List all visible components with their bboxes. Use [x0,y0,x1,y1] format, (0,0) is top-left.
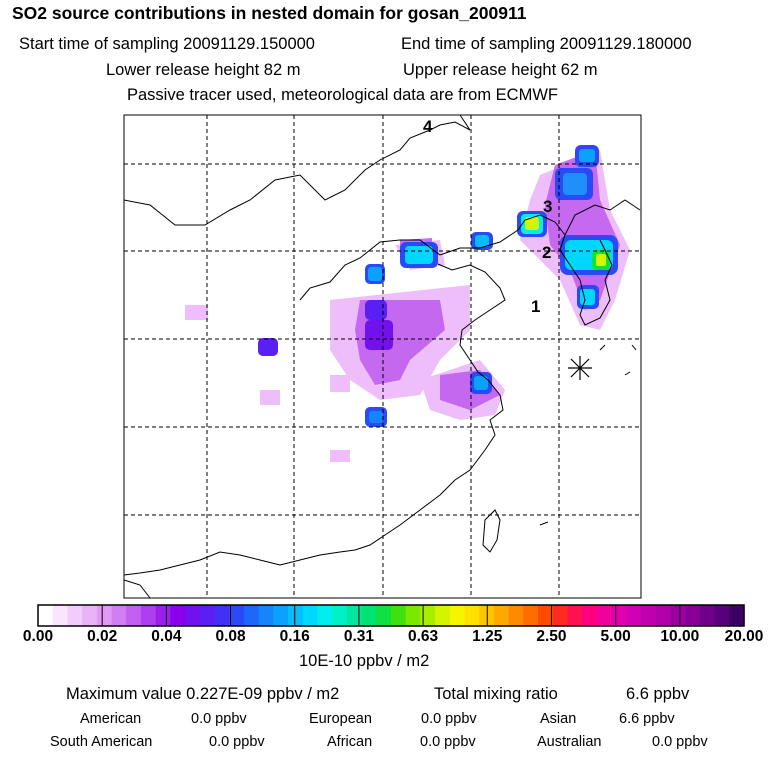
lower-height-label: Lower release height 82 m [106,61,301,79]
colorbar-cell [449,605,466,626]
marker-3: 3 [543,197,552,216]
colorbar-cell [258,605,274,626]
colorbar-cell [435,605,451,626]
colorbar-cell [302,605,319,626]
region-value: 0.0 ppbv [652,734,708,750]
colorbar-cell [185,605,201,626]
colorbar-cell [38,605,54,626]
colorbar-tick-label: 10.00 [660,628,700,645]
colorbar-cell [140,605,157,626]
marker-2: 2 [542,243,551,262]
region-value: 6.6 ppbv [619,711,675,727]
colorbar-cell [567,605,583,626]
region-value: 0.0 ppbv [421,711,477,727]
colorbar-tick-label: 0.08 [215,628,246,645]
region-value: 0.0 ppbv [191,711,247,727]
colorbar-tick-label: 0.63 [407,628,439,645]
start-time-label: Start time of sampling 20091129.150000 [19,35,315,53]
colorbar-cell [214,605,230,626]
colorbar-tick-label: 5.00 [600,628,631,645]
total-mixing-label: Total mixing ratio [434,685,558,703]
map-frame [123,114,642,599]
colorbar-tick-label: 0.04 [151,628,182,645]
region-value: 0.0 ppbv [420,734,476,750]
region-name: Asian [540,711,577,727]
region-name: American [80,711,142,727]
colorbar-cell [626,605,642,626]
colorbar-tick-label: 1.25 [472,628,503,645]
tracer-label: Passive tracer used, meteorological data… [127,86,558,104]
gosan-station-marker [568,356,592,380]
colorbar-cell [229,605,245,626]
colorbar-cell [82,605,98,626]
region-name: European [309,711,372,727]
colorbar-units: 10E-10 ppbv / m2 [299,652,430,670]
colorbar-cell [317,605,333,626]
lat-lon-grid [124,115,641,598]
colorbar-cell [155,605,171,626]
colorbar-cell [641,605,657,626]
coastlines [123,114,641,599]
colorbar-cell [96,605,113,626]
colorbar-tick-label: 0.16 [279,628,310,645]
colorbar-cell [464,605,480,626]
upper-height-label: Upper release height 62 m [403,61,598,79]
colorbar-cell [670,605,686,626]
colorbar-tick-label: 20.00 [724,628,764,645]
maximum-value: Maximum value 0.227E-09 ppbv / m2 [66,685,340,703]
colorbar-cell [714,605,730,626]
concentration-field [185,145,630,462]
colorbar-cell [361,605,377,626]
colorbar-cell [493,605,510,626]
colorbar-cell [111,605,127,626]
colorbar-tick-label: 2.50 [536,628,567,645]
colorbar-cell [552,605,569,626]
colorbar-cell [699,605,716,626]
colorbar-tick-label: 0.31 [343,628,374,645]
region-value: 0.0 ppbv [209,734,265,750]
colorbar-cell [523,605,539,626]
marker-4: 4 [423,117,433,136]
colorbar-cell [243,605,260,626]
colorbar-cell [420,605,436,626]
colorbar [37,604,745,627]
total-mixing-value: 6.6 ppbv [626,685,690,703]
colorbar-cell [170,605,186,626]
colorbar-cell [685,605,701,626]
colorbar-cell [332,605,348,626]
colorbar-tick-label: 0.02 [87,628,118,645]
colorbar-cell [288,605,304,626]
colorbar-cell [582,605,598,626]
colorbar-cell [126,605,142,626]
marker-1: 1 [531,297,540,316]
colorbar-cell [199,605,216,626]
region-name: African [327,734,373,750]
region-name: South American [50,734,153,750]
colorbar-cell [729,605,745,626]
colorbar-cell [596,605,613,626]
colorbar-cell [508,605,524,626]
colorbar-cell [67,605,83,626]
colorbar-frame [37,604,745,627]
map-title: SO2 source contributions in nested domai… [12,3,527,23]
colorbar-cell [273,605,289,626]
colorbar-cell [655,605,672,626]
region-name: Australian [537,734,602,750]
colorbar-cell [391,605,407,626]
end-time-label: End time of sampling 20091129.180000 [401,35,692,53]
colorbar-cell [405,605,422,626]
colorbar-cell [538,605,554,626]
colorbar-cell [376,605,392,626]
colorbar-cell [611,605,627,626]
colorbar-cell [346,605,363,626]
colorbar-tick-label: 0.00 [22,628,54,645]
colorbar-cell [52,605,69,626]
